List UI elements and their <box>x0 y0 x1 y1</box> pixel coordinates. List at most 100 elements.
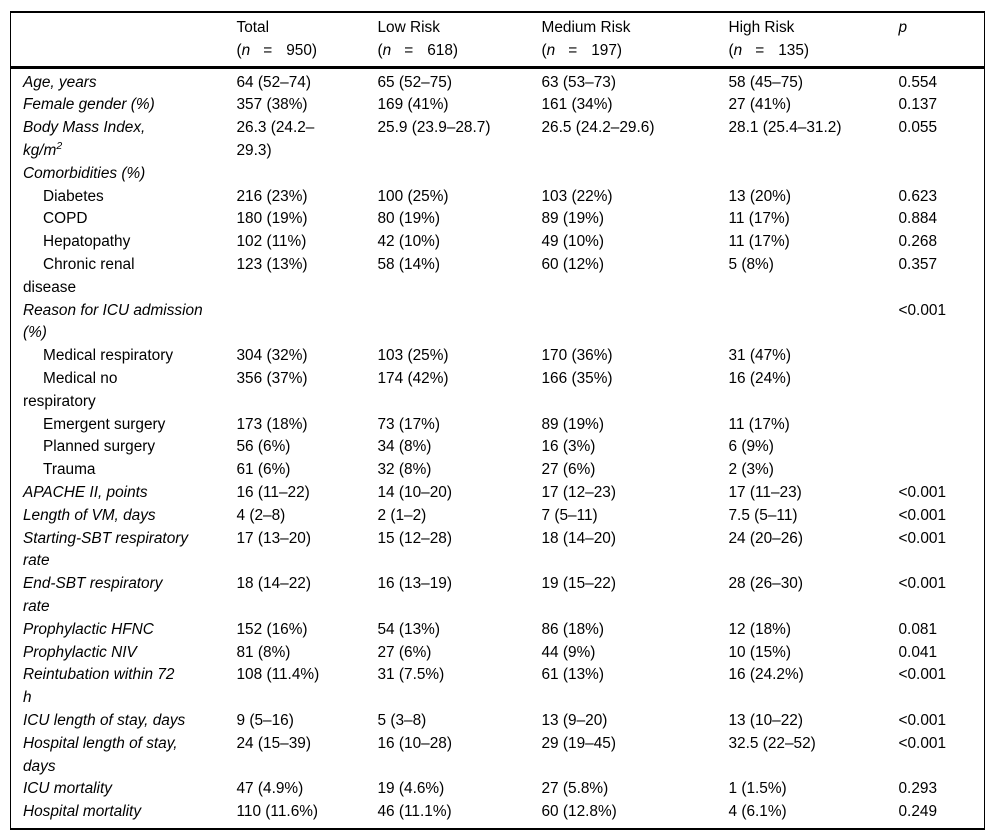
table-row-chronic-renal: Chronic renal disease 123 (13%) 58 (14%) 60… <box>11 254 985 300</box>
cell-high-risk: 58 (45–75) <box>728 73 803 91</box>
cell-high-risk: 28 (26–30) <box>728 575 803 593</box>
cell-medium-risk: 60 (12%) <box>541 255 604 273</box>
cell-total <box>225 300 366 346</box>
column-header-high-risk: High Risk (n = 135) <box>716 12 887 69</box>
cell-total: 61 (6%) <box>236 461 291 479</box>
superscript: 2 <box>56 139 63 152</box>
column-title: Low Risk <box>377 19 440 36</box>
column-title: Medium Risk <box>541 19 631 36</box>
cell-low-risk: 16 (10–28) <box>377 734 452 752</box>
row-label: Reason for ICU admission (%) <box>23 301 203 342</box>
cell-high-risk: 32.5 (22–52) <box>728 734 816 752</box>
cell-p-value: 0.249 <box>898 803 938 821</box>
cell-p-value: <0.001 <box>898 483 947 501</box>
cell-medium-risk: 19 (15–22) <box>541 575 616 593</box>
table-row-copd: COPD 180 (19%) 80 (19%) 89 (19%) 11 (17%) 0.8… <box>11 208 985 231</box>
cell-low-risk: 14 (10–20) <box>377 483 452 501</box>
cell-total: 47 (4.9%) <box>236 780 304 798</box>
cell-p-value: 0.357 <box>898 255 938 273</box>
cell-high-risk: 16 (24.2%) <box>728 666 804 684</box>
column-title: High Risk <box>728 19 795 36</box>
row-label: Hepatopathy <box>43 233 131 251</box>
cell-high-risk: 4 (6.1%) <box>728 803 787 821</box>
cell-total: 102 (11%) <box>236 233 307 251</box>
table-row-hospital-length-of-stay: Hospital length of stay, days 24 (15–39) 1… <box>11 733 985 779</box>
cell-high-risk: 13 (10–22) <box>728 711 803 729</box>
cell-low-risk: 42 (10%) <box>377 233 440 251</box>
row-label: Female gender (%) <box>23 96 155 114</box>
cell-medium-risk: 60 (12.8%) <box>541 803 617 821</box>
cell-total: 110 (11.6%) <box>236 803 319 821</box>
column-header-medium-risk: Medium Risk (n = 197) <box>529 12 717 69</box>
patient-characteristics-table-container: Total (n = 950) Low Risk (n = 618) Medium Risk (n… <box>10 11 985 830</box>
cell-p-value: 0.081 <box>898 620 938 638</box>
table-row-emergent-surgery: Emergent surgery 173 (18%) 73 (17%) 89 (19%… <box>11 414 985 437</box>
cell-p-value: 0.884 <box>898 210 938 228</box>
row-label: End-SBT respiratory rate <box>23 575 163 615</box>
cell-high-risk: 12 (18%) <box>728 620 791 638</box>
patient-characteristics-table: Total (n = 950) Low Risk (n = 618) Medium Risk (n… <box>10 11 985 830</box>
cell-medium-risk <box>530 163 717 186</box>
table-header-row: Total (n = 950) Low Risk (n = 618) Medium Risk (n… <box>10 12 985 69</box>
cell-low-risk: 31 (7.5%) <box>377 666 445 684</box>
column-title: p <box>898 19 908 36</box>
table-row-end-sbt-respiratory: End-SBT respiratory rate 18 (14–22) 16 (13… <box>11 573 985 619</box>
table-row-diabetes: Diabetes 216 (23%) 100 (25%) 103 (22%) 13 (2… <box>11 186 985 209</box>
column-header-low-risk: Low Risk (n = 618) <box>365 12 530 69</box>
row-label: COPD <box>43 210 88 228</box>
table-row-female-gender: Female gender (%) 357 (38%) 169 (41%) 161 (… <box>11 94 985 117</box>
cell-medium-risk: 49 (10%) <box>541 233 604 251</box>
table-row-medical-respiratory: Medical respiratory 304 (32%) 103 (25%) 170… <box>11 345 985 368</box>
row-label: Prophylactic HFNC <box>23 620 154 638</box>
cell-low-risk: 5 (3–8) <box>377 711 427 729</box>
cell-p-value: 0.137 <box>898 96 938 114</box>
cell-high-risk: 11 (17%) <box>728 415 790 433</box>
table-row-prophylactic-hfnc: Prophylactic HFNC 152 (16%) 54 (13%) 86 (18… <box>11 619 985 642</box>
cell-medium-risk: 17 (12–23) <box>541 483 616 501</box>
cell-p-value: <0.001 <box>898 529 947 547</box>
cell-high-risk: 10 (15%) <box>728 643 791 661</box>
row-label: ICU length of stay, days <box>23 711 186 729</box>
cell-p-value: 0.268 <box>898 233 938 251</box>
row-label: Body Mass Index, kg/m2 <box>23 119 146 159</box>
cell-medium-risk: 26.5 (24.2–29.6) <box>541 119 655 137</box>
cell-low-risk: 58 (14%) <box>377 255 440 273</box>
cell-high-risk: 28.1 (25.4–31.2) <box>728 119 842 137</box>
cell-low-risk: 19 (4.6%) <box>377 780 445 798</box>
cell-total: 357 (38%) <box>236 96 308 114</box>
cell-total: 16 (11–22) <box>236 483 310 501</box>
row-label: Prophylactic NIV <box>23 643 137 661</box>
cell-p-value <box>887 345 985 368</box>
cell-low-risk: 169 (41%) <box>377 96 449 114</box>
row-label: Planned surgery <box>43 438 156 456</box>
row-label: ICU mortality <box>23 780 112 798</box>
column-sample-size: (n = 950) <box>236 41 318 59</box>
cell-total <box>225 163 366 186</box>
cell-total: 26.3 (24.2– 29.3) <box>236 119 315 159</box>
table-row-icu-mortality: ICU mortality 47 (4.9%) 19 (4.6%) 27 (5.8%)… <box>11 778 985 801</box>
cell-high-risk: 5 (8%) <box>728 255 774 273</box>
row-label: Reintubation within 72 h <box>23 666 175 707</box>
cell-low-risk: 65 (52–75) <box>377 73 452 91</box>
cell-p-value: 0.623 <box>898 187 938 205</box>
cell-low-risk: 80 (19%) <box>377 210 440 228</box>
cell-high-risk: 11 (17%) <box>728 210 790 228</box>
table-row-icu-length-of-stay-days: ICU length of stay, days 9 (5–16) 5 (3–8) 1… <box>11 710 985 733</box>
column-sample-size: (n = 618) <box>377 41 459 59</box>
cell-high-risk: 11 (17%) <box>728 233 790 251</box>
cell-high-risk: 7.5 (5–11) <box>728 506 798 524</box>
cell-total: 152 (16%) <box>236 620 308 638</box>
cell-low-risk: 27 (6%) <box>377 643 432 661</box>
cell-low-risk: 73 (17%) <box>377 415 440 433</box>
cell-medium-risk: 89 (19%) <box>541 415 604 433</box>
cell-medium-risk: 166 (35%) <box>541 369 613 387</box>
table-row-prophylactic-niv: Prophylactic NIV 81 (8%) 27 (6%) 44 (9%) 10 … <box>11 642 985 665</box>
cell-low-risk: 174 (42%) <box>377 369 449 387</box>
cell-p-value: 0.293 <box>898 780 938 798</box>
table-row-comorbidities: Comorbidities (%) <box>11 163 985 186</box>
cell-medium-risk: 170 (36%) <box>541 347 613 365</box>
table-row-hospital-mortality: Hospital mortality 110 (11.6%) 46 (11.1%) 6… <box>11 801 985 829</box>
row-label: Medical no respiratory <box>23 369 118 410</box>
cell-high-risk: 17 (11–23) <box>728 483 802 501</box>
cell-total: 356 (37%) <box>236 369 308 387</box>
